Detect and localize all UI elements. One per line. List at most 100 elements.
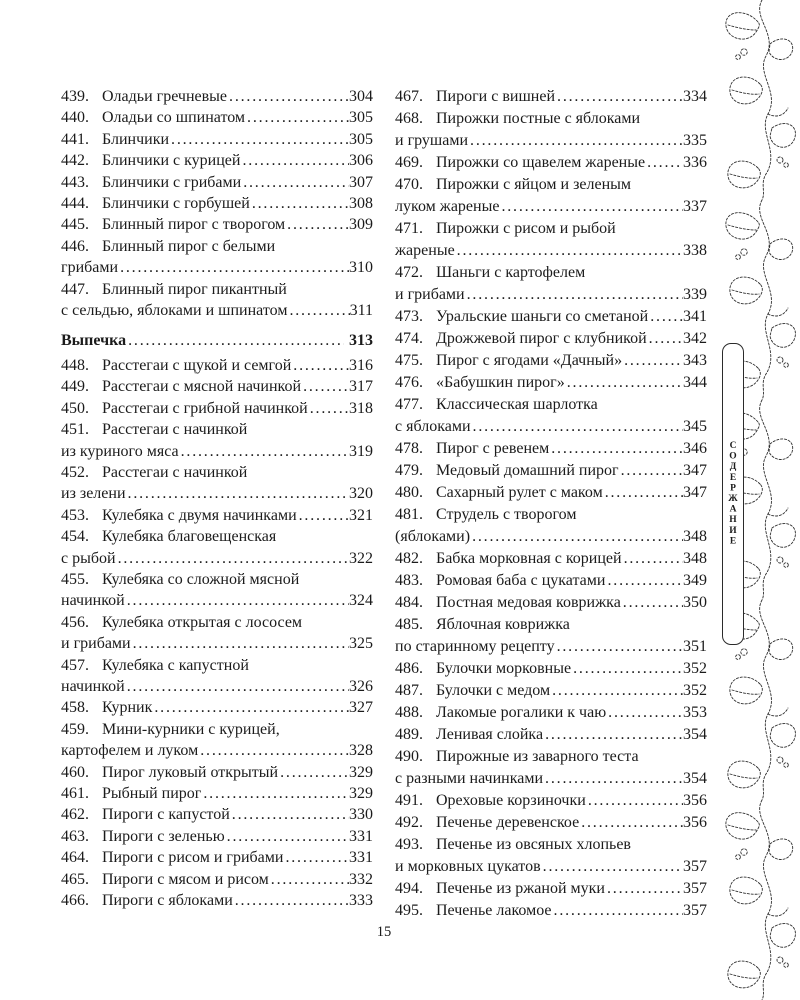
toc-line: по старинному рецепту...................… <box>395 636 707 658</box>
entry-title: Оладьи гречневые <box>102 88 228 105</box>
dot-leader: ........................................… <box>287 216 349 234</box>
entry-number: 446. <box>61 237 89 255</box>
dot-leader: ........................................… <box>126 677 349 695</box>
entry-title: Выпечка <box>61 332 127 350</box>
entry-title: Печенье деревенское <box>436 814 580 831</box>
toc-entry: 450. Расстегаи с грибной начинкой........… <box>61 398 373 419</box>
entry-page: 357 <box>683 858 707 875</box>
entry-page: 332 <box>349 870 373 888</box>
entry-page: 330 <box>349 806 373 824</box>
toc-line: картофелем и луком......................… <box>61 740 373 761</box>
entry-number: 467. <box>395 88 423 105</box>
dot-leader: ........................................… <box>604 484 683 501</box>
dot-leader: ........................................… <box>650 308 683 325</box>
entry-page: 352 <box>683 682 707 699</box>
toc-line: 474. Дрожжевой пирог с клубникой.........… <box>395 328 707 350</box>
entry-title: Блинный пирог с белыми <box>102 237 276 255</box>
entry-title: с рыбой <box>61 549 116 567</box>
entry-title: Струдель с творогом <box>436 506 577 523</box>
entry-number: 451. <box>61 421 89 439</box>
entry-page: 336 <box>683 154 707 171</box>
entry-page: 316 <box>349 356 373 374</box>
toc-entry: 469. Пирожки со щавелем жареные..........… <box>395 152 707 174</box>
dot-leader: ........................................… <box>587 792 683 809</box>
toc-line: 491. Ореховые корзиночки.................… <box>395 790 707 812</box>
entry-title: Пироги с мясом и рисом <box>102 870 269 888</box>
toc-content: 439. Оладьи гречневые....................… <box>61 86 707 922</box>
toc-line: 480. Сахарный рулет с маком..............… <box>395 482 707 504</box>
entry-title: Печенье лакомое <box>436 902 552 919</box>
entry-number: 447. <box>61 280 89 298</box>
entry-number: 443. <box>61 173 89 191</box>
dot-leader: ........................................… <box>623 550 683 567</box>
toc-entry: 449. Расстегаи с мясной начинкой.........… <box>61 376 373 397</box>
toc-line: 466. Пироги с яблоками...................… <box>61 890 373 911</box>
toc-entry: 453. Кулебяка с двумя начинками..........… <box>61 505 373 526</box>
dot-leader: ........................................… <box>180 442 349 460</box>
toc-entry: 491. Ореховые корзиночки.................… <box>395 790 707 812</box>
entry-page: 346 <box>683 440 707 457</box>
toc-entry: 443. Блинчики с грибами..................… <box>61 172 373 193</box>
entry-title: Блинный пирог с творогом <box>102 216 286 234</box>
entry-number: 495. <box>395 902 423 919</box>
entry-title: Шаньги с картофелем <box>436 264 586 281</box>
dot-leader: ........................................… <box>120 259 349 277</box>
contents-tab-label: СОДЕРЖАНИЕ <box>728 441 738 547</box>
toc-line: 470. Пирожки с яйцом и зеленым <box>395 174 707 196</box>
entry-number: 480. <box>395 484 423 501</box>
entry-page: 333 <box>349 892 373 910</box>
entry-title: Курник <box>102 699 153 717</box>
toc-line: 443. Блинчики с грибами..................… <box>61 172 373 193</box>
toc-line: 461. Рыбный пирог........................… <box>61 783 373 804</box>
entry-page: 318 <box>349 399 373 417</box>
entry-page: 352 <box>683 660 707 677</box>
entry-number: 486. <box>395 660 423 677</box>
entry-number: 456. <box>61 613 89 631</box>
entry-page: 338 <box>683 242 707 259</box>
toc-line: с рыбой.................................… <box>61 548 373 569</box>
toc-line: Выпечка.................................… <box>61 330 373 351</box>
entry-page: 313 <box>349 332 373 350</box>
entry-title: с сельдью, яблоками и шпинатом <box>61 302 288 320</box>
entry-page: 348 <box>683 550 707 567</box>
entry-title: и грибами <box>395 286 465 303</box>
entry-title: из зелени <box>61 485 126 503</box>
dot-leader: ........................................… <box>456 242 683 259</box>
entry-page: 331 <box>349 827 373 845</box>
dot-leader: ........................................… <box>624 352 683 369</box>
entry-title: Пироги с рисом и грибами <box>102 849 284 867</box>
entry-page: 307 <box>349 173 373 191</box>
entry-title: из куриного мяса <box>61 442 179 460</box>
dot-leader: ........................................… <box>551 440 683 457</box>
entry-number: 460. <box>61 763 89 781</box>
toc-entry: 464. Пироги с рисом и грибами............… <box>61 847 373 868</box>
toc-entry: 460. Пирог луковый открытый..............… <box>61 762 373 783</box>
entry-title: (яблоками) <box>395 528 471 545</box>
entry-page: 326 <box>349 677 373 695</box>
dot-leader: ........................................… <box>128 332 344 350</box>
toc-line: 482. Бабка морковная с корицей...........… <box>395 548 707 570</box>
entry-page: 321 <box>349 506 373 524</box>
toc-line: из зелени...............................… <box>61 483 373 504</box>
toc-entry: 489. Ленивая слойка......................… <box>395 724 707 746</box>
dot-leader: ........................................… <box>154 699 349 717</box>
toc-entry: 495. Печенье лакомое.....................… <box>395 900 707 922</box>
toc-entry: 485. Яблочная коврижка по старинному рецеп… <box>395 614 707 658</box>
dot-leader: ........................................… <box>251 195 349 213</box>
entry-page: 345 <box>683 418 707 435</box>
entry-number: 465. <box>61 870 89 888</box>
dot-leader: ........................................… <box>247 109 349 127</box>
folio-page-number: 15 <box>376 924 392 940</box>
dot-leader: ........................................… <box>285 849 349 867</box>
entry-number: 481. <box>395 506 423 523</box>
toc-line: 464. Пироги с рисом и грибами............… <box>61 847 373 868</box>
toc-entry: 471. Пирожки с рисом и рыбой жареные......… <box>395 218 707 262</box>
dot-leader: ........................................… <box>303 378 349 396</box>
entry-number: 448. <box>61 356 89 374</box>
dot-leader: ........................................… <box>545 770 683 787</box>
toc-entry: 479. Медовый домашний пирог..............… <box>395 460 707 482</box>
toc-entry: 454. Кулебяка благовещенская с рыбой......… <box>61 526 373 569</box>
toc-entry: 473. Уральские шаньги со сметаной........… <box>395 306 707 328</box>
entry-page: 305 <box>349 130 373 148</box>
floral-border-strip: СОДЕРЖАНИЕ <box>714 0 800 1000</box>
